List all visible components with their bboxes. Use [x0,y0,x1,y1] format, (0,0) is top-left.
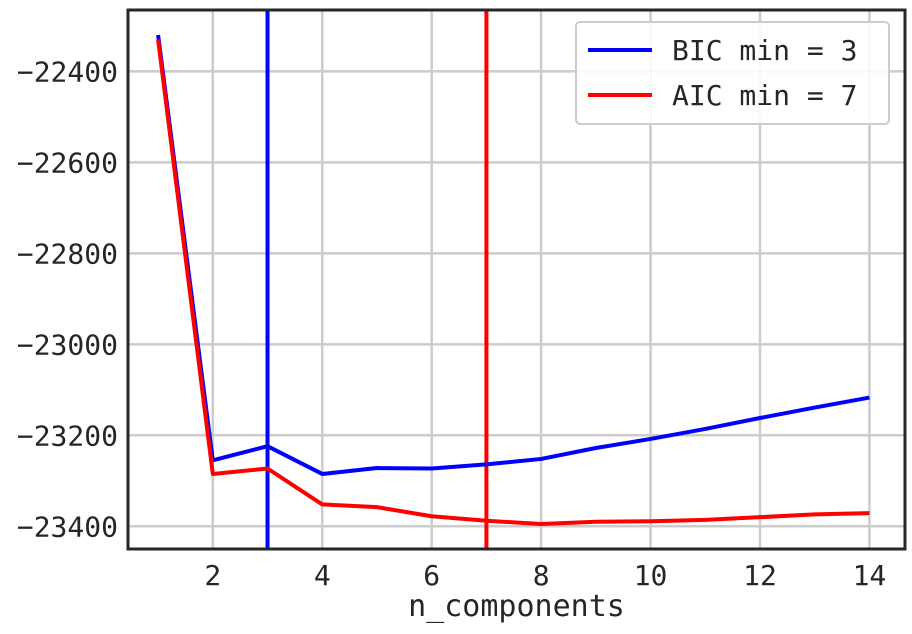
y-tick-label: −23000 [17,328,118,361]
y-tick-label: −23200 [17,419,118,452]
x-tick-label: 4 [314,559,331,592]
y-tick-label: −22400 [17,55,118,88]
series-line-0 [156,34,870,476]
x-tick-labels: 2 4 6 8 10 12 14 [204,559,886,592]
x-tick-label: 2 [204,559,221,592]
series-line-1 [156,39,870,526]
x-tick-label: 12 [743,559,777,592]
legend-box [575,21,890,125]
y-tick-label: −22800 [17,237,118,270]
axes-frame [126,8,907,551]
y-tick-label: −23400 [17,510,118,543]
x-tick-label: 6 [423,559,440,592]
y-tick-labels: −22400 −22600 −22800 −23000 −23200 −23400 [17,55,118,543]
legend-label-0: BIC min = 3 [672,34,857,67]
x-tick-label: 10 [634,559,668,592]
plot-area [156,10,870,549]
x-tick-label: 8 [533,559,550,592]
legend: BIC min = 3 AIC min = 7 [575,21,890,125]
legend-label-1: AIC min = 7 [672,79,857,112]
y-tick-label: −22600 [17,146,118,179]
x-tick-label: 14 [853,559,887,592]
x-axis-label: n_components [408,589,625,624]
